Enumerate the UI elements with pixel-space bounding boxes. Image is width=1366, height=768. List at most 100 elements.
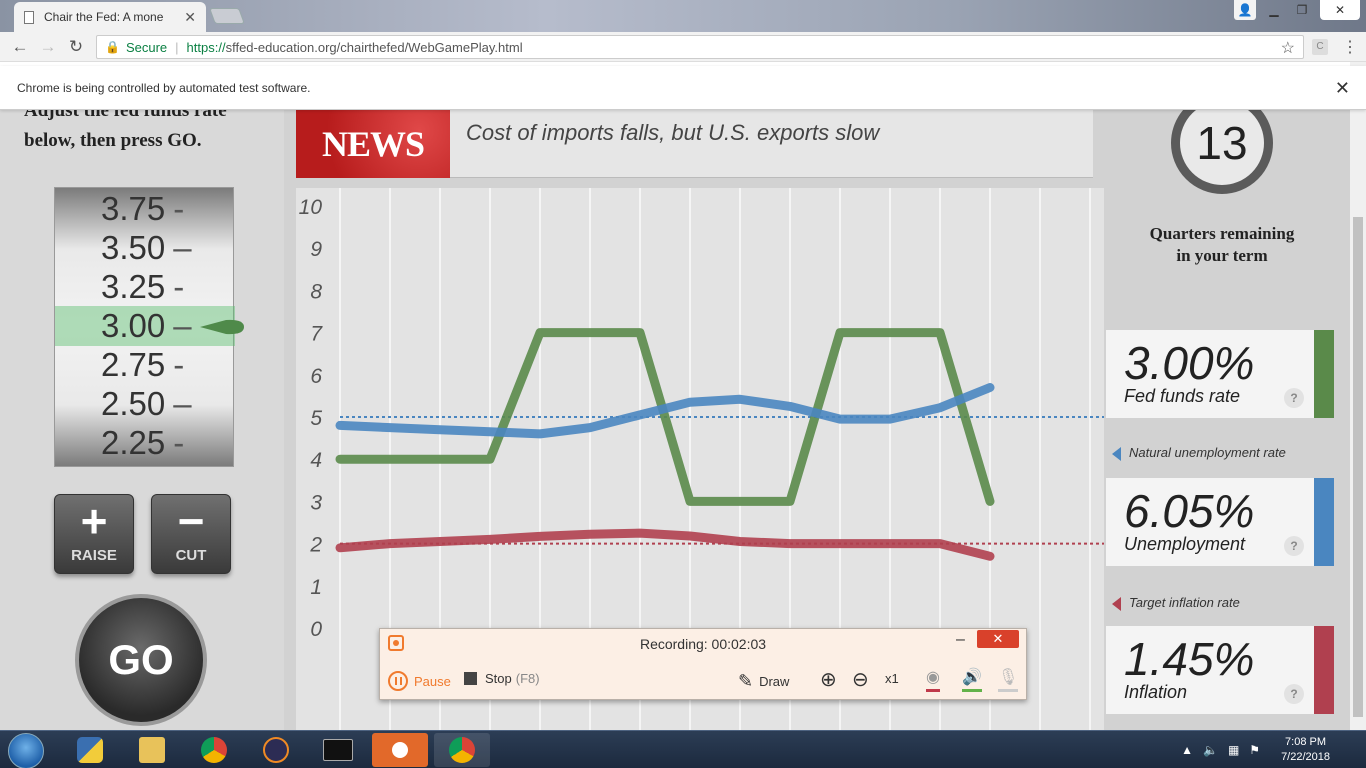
inflation-help-icon[interactable]: ? bbox=[1284, 684, 1304, 704]
y-tick-label: 0 bbox=[310, 618, 322, 641]
series-line bbox=[335, 383, 995, 439]
new-tab-button[interactable] bbox=[209, 8, 245, 24]
y-tick-label: 5 bbox=[310, 407, 322, 430]
fed-funds-stat: 3.00% Fed funds rate ? bbox=[1106, 330, 1334, 418]
dial-tick-label: 2.50 bbox=[101, 385, 166, 422]
extension-icon[interactable]: C bbox=[1312, 39, 1328, 55]
y-tick-label: 2 bbox=[309, 534, 322, 557]
browser-menu-icon[interactable]: ⋮ bbox=[1342, 39, 1358, 56]
reload-icon[interactable]: ↻ bbox=[68, 36, 84, 56]
natural-unemployment-text: Natural unemployment rate bbox=[1129, 445, 1286, 460]
speaker-icon[interactable]: 🔊 bbox=[962, 667, 982, 692]
minus-icon: − bbox=[177, 495, 205, 547]
draw-label: Draw bbox=[759, 674, 790, 689]
page-scrollbar[interactable] bbox=[1350, 62, 1366, 730]
instruction-line-2: below, then press GO. bbox=[24, 130, 202, 151]
series-line bbox=[335, 528, 995, 561]
cut-button[interactable]: − CUT bbox=[151, 494, 231, 574]
system-tray: ▲ 🔈 ▦ ⚑ 7:08 PM 7/22/2018 bbox=[1176, 731, 1366, 768]
natural-unemployment-label: Natural unemployment rate bbox=[1112, 445, 1286, 461]
recorder-close-button[interactable]: ✕ bbox=[977, 630, 1019, 648]
infobar-close-icon[interactable]: ✕ bbox=[1334, 78, 1350, 98]
recorder-titlebar: Recording: 00:02:03 – ✕ bbox=[380, 629, 1026, 657]
back-icon[interactable]: ← bbox=[11, 36, 29, 56]
taskbar-recorder-icon[interactable] bbox=[372, 733, 428, 767]
target-inflation-label: Target inflation rate bbox=[1112, 595, 1240, 611]
dial-tick: 2.50– bbox=[101, 385, 192, 422]
news-badge-text: NEWS bbox=[321, 124, 425, 164]
taskbar-terminal-icon[interactable] bbox=[310, 733, 366, 767]
dial-tick: 3.50– bbox=[101, 229, 192, 266]
browser-titlebar: Chair the Fed: A mone ✕ 👤 ▁ ❐ ✕ bbox=[0, 0, 1366, 32]
zoom-out-icon[interactable]: ⊖ bbox=[852, 669, 869, 691]
bookmark-star-icon[interactable]: ☆ bbox=[1280, 40, 1295, 57]
go-button[interactable]: GO bbox=[75, 594, 207, 726]
fed-funds-value: 3.00% bbox=[1124, 337, 1255, 389]
raise-button[interactable]: + RAISE bbox=[54, 494, 134, 574]
unemployment-color-bar bbox=[1314, 478, 1334, 566]
microphone-icon[interactable]: 🎙 bbox=[998, 667, 1019, 692]
tray-flag-icon[interactable]: ⚑ bbox=[1249, 743, 1261, 757]
window-close-button[interactable]: ✕ bbox=[1320, 0, 1360, 20]
taskbar-chrome-icon[interactable] bbox=[186, 733, 242, 767]
fed-funds-color-bar bbox=[1314, 330, 1334, 418]
url-path: /chairthefed/WebGamePlay.html bbox=[336, 39, 523, 55]
taskbar-chrome-icon-active[interactable] bbox=[434, 733, 490, 767]
address-bar[interactable]: 🔒 Secure | https://sffed-education.org/c… bbox=[96, 35, 1304, 59]
start-button-icon[interactable] bbox=[8, 733, 44, 768]
recorder-minimize-button[interactable]: – bbox=[956, 631, 965, 648]
tray-arrow-icon[interactable]: ▲ bbox=[1181, 743, 1193, 757]
dial-tick-selected: 3.00– bbox=[101, 307, 192, 344]
unemployment-stat: 6.05% Unemployment ? bbox=[1106, 478, 1334, 566]
scrollbar-thumb[interactable] bbox=[1353, 217, 1363, 717]
y-tick-label: 1 bbox=[310, 576, 322, 599]
minimize-button[interactable]: ▁ bbox=[1269, 3, 1279, 17]
window-controls: 👤 ▁ ❐ ✕ bbox=[1234, 0, 1360, 20]
screen-recorder-widget: Recording: 00:02:03 – ✕ Pause Stop (F8) … bbox=[379, 628, 1027, 700]
inflation-label: Inflation bbox=[1124, 682, 1188, 702]
y-tick-label: 8 bbox=[310, 280, 322, 303]
automation-infobar: Chrome is being controlled by automated … bbox=[0, 66, 1366, 110]
stop-icon bbox=[464, 672, 477, 685]
pause-button[interactable]: Pause bbox=[388, 671, 451, 691]
zoom-in-icon[interactable]: ⊕ bbox=[820, 669, 837, 691]
series-line bbox=[335, 328, 995, 506]
dial-tick: 2.75- bbox=[101, 346, 185, 383]
y-tick-label: 3 bbox=[310, 491, 322, 514]
draw-button[interactable]: ✎ Draw bbox=[738, 671, 789, 692]
unemployment-value: 6.05% bbox=[1124, 485, 1255, 537]
url-prefix: https:// bbox=[186, 39, 226, 55]
quarters-label-line-2: in your term bbox=[1176, 246, 1268, 265]
taskbar-explorer-icon[interactable] bbox=[124, 733, 180, 767]
tray-network-icon[interactable]: ▦ bbox=[1227, 743, 1240, 757]
taskbar-python-icon[interactable] bbox=[62, 733, 118, 767]
webcam-icon[interactable]: ◉ bbox=[926, 667, 940, 692]
dial-tick-label: 2.25 bbox=[101, 424, 166, 461]
rate-dial[interactable]: 3.75- 3.50– 3.25- 3.00– 2.75- 2.50– 2.25… bbox=[54, 187, 235, 467]
forward-icon[interactable]: → bbox=[39, 36, 57, 56]
browser-tab[interactable]: Chair the Fed: A mone ✕ bbox=[14, 2, 206, 32]
taskbar-eclipse-icon[interactable] bbox=[248, 733, 304, 767]
profile-icon[interactable]: 👤 bbox=[1234, 0, 1256, 20]
tray-volume-icon[interactable]: 🔈 bbox=[1203, 743, 1218, 757]
target-inflation-text: Target inflation rate bbox=[1129, 595, 1240, 610]
tab-close-icon[interactable]: ✕ bbox=[184, 8, 196, 25]
maximize-button[interactable]: ❐ bbox=[1296, 3, 1308, 17]
browser-toolbar: ← → ↻ 🔒 Secure | https://sffed-education… bbox=[0, 32, 1366, 62]
unemployment-help-icon[interactable]: ? bbox=[1284, 536, 1304, 556]
recorder-app-icon bbox=[388, 635, 404, 651]
y-tick-label: 9 bbox=[310, 238, 322, 261]
fed-funds-help-icon[interactable]: ? bbox=[1284, 388, 1304, 408]
dial-tick-label: 3.00 bbox=[101, 307, 166, 344]
news-headline: Cost of imports falls, but U.S. exports … bbox=[466, 120, 880, 145]
stop-button[interactable]: Stop (F8) bbox=[464, 671, 540, 686]
lock-icon: 🔒 bbox=[105, 40, 120, 54]
dial-tick-label: 2.75 bbox=[101, 346, 166, 383]
dial-tick: 2.25- bbox=[101, 424, 185, 461]
y-tick-label: 7 bbox=[310, 323, 323, 346]
system-clock[interactable]: 7:08 PM 7/22/2018 bbox=[1281, 735, 1330, 765]
y-tick-label: 6 bbox=[310, 365, 322, 388]
blue-triangle-icon bbox=[1112, 446, 1121, 461]
clock-time: 7:08 PM bbox=[1285, 736, 1327, 748]
